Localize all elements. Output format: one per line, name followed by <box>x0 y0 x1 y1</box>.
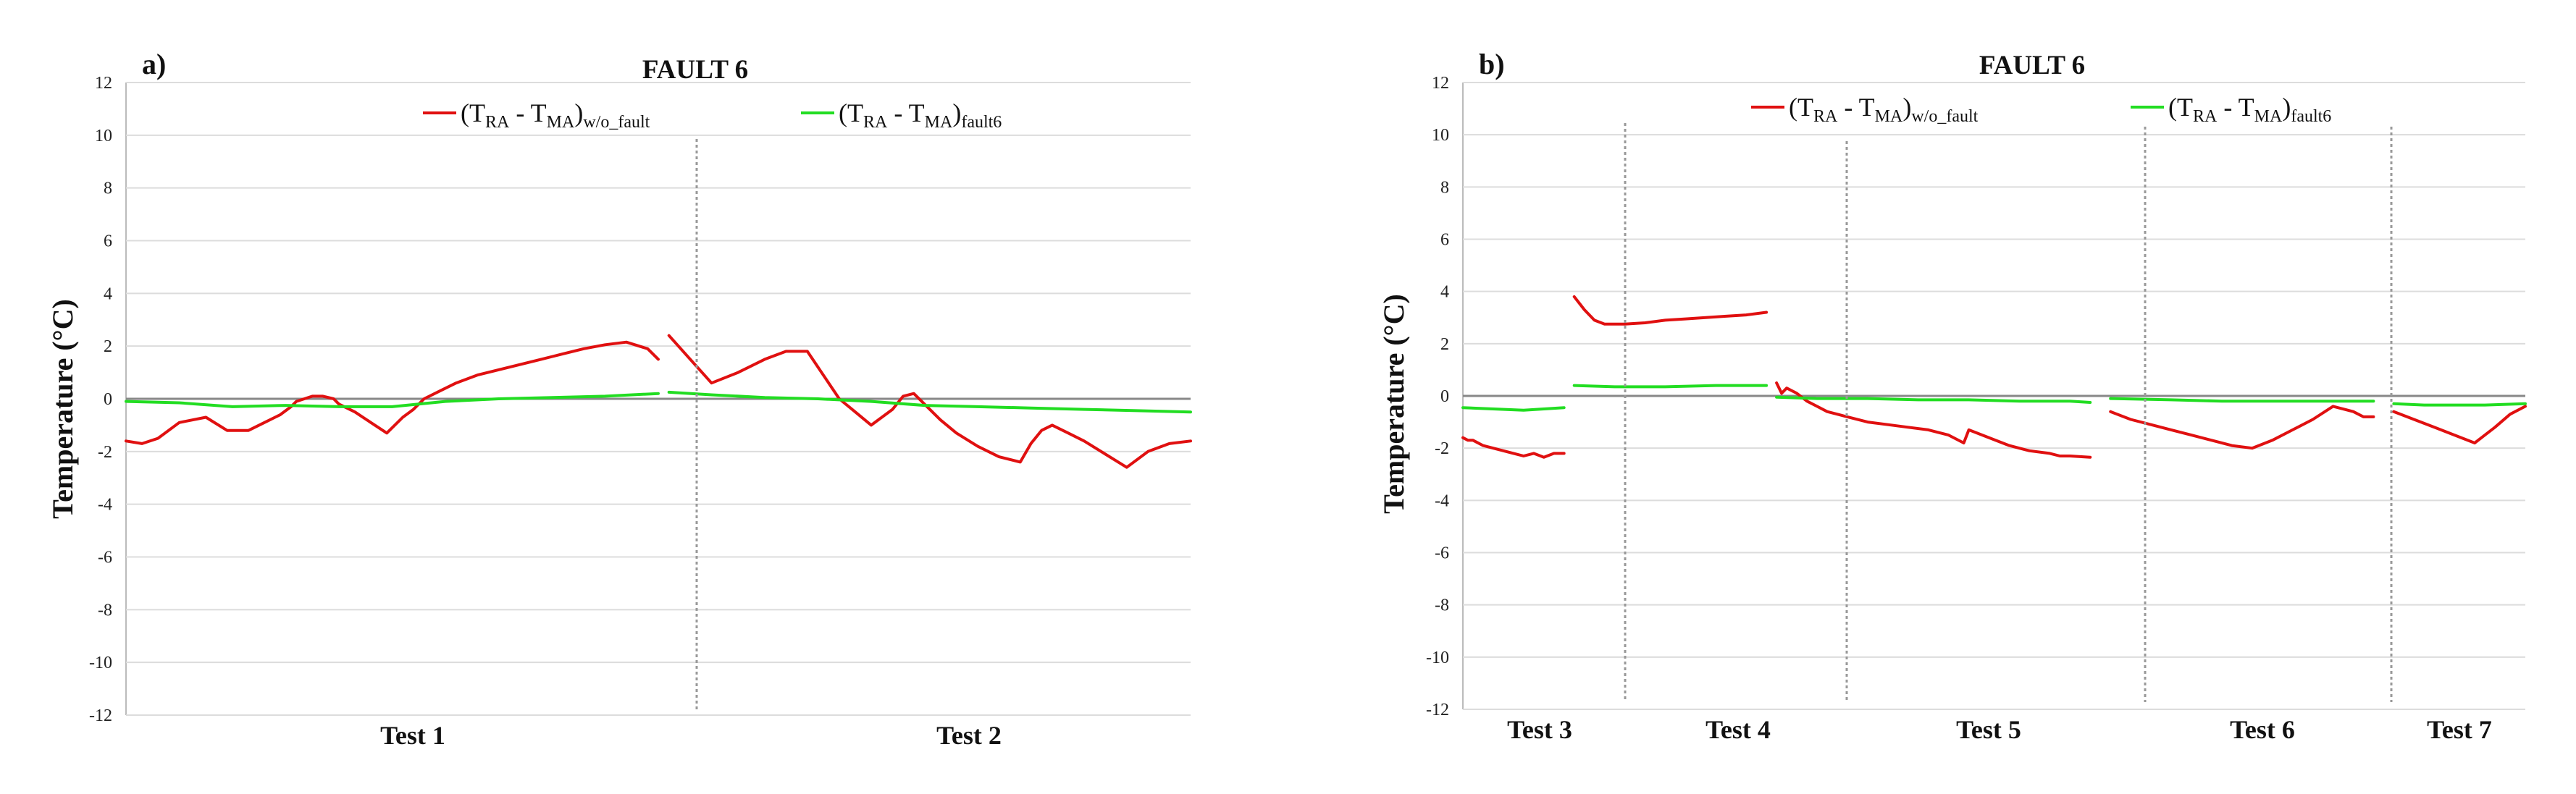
y-tick-label: -10 <box>89 654 112 672</box>
panel-b-category-test-7: Test 7 <box>2427 715 2492 744</box>
panel-b-label: b) <box>1479 48 1505 80</box>
panel-b-y-axis-label: Temperature (°C) <box>1377 294 1410 514</box>
panel-a-y-axis-label: Temperature (°C) <box>46 299 79 519</box>
panel-b-legend: (TRA - TMA)w/o_fault (TRA - TMA)fault6 <box>1751 93 2331 126</box>
y-tick-label: 12 <box>95 74 112 93</box>
panel-b-y-ticks: 12 10 8 6 4 2 0 -2 -4 -6 -8 -10 -12 <box>1426 74 1449 719</box>
panel-a-legend: (TRA - TMA)w/o_fault (TRA - TMA)fault6 <box>423 98 1002 132</box>
series-fault6-line <box>1572 384 1769 389</box>
panel-b-plot-area <box>1461 295 2527 459</box>
panel-a-category-test-1: Test 1 <box>380 721 445 750</box>
series-fault6-line <box>2392 402 2527 407</box>
y-tick-label: 0 <box>104 390 112 409</box>
y-tick-label: -4 <box>98 496 112 515</box>
series-fault6-line <box>2109 397 2375 403</box>
panel-a-legend-green-label: (TRA - TMA)fault6 <box>839 98 1002 132</box>
panel-b-category-test-6: Test 6 <box>2230 715 2295 744</box>
series-fault6-line <box>1461 406 1566 412</box>
y-tick-label: 10 <box>95 127 112 145</box>
panel-b-title: FAULT 6 <box>1979 51 2085 80</box>
series-wo-fault-line <box>667 334 1192 469</box>
y-tick-label: 4 <box>1440 283 1449 302</box>
panel-b-gridlines <box>1462 82 2525 710</box>
panel-a-category-test-2: Test 2 <box>936 721 1002 750</box>
series-fault6-line <box>667 390 1192 414</box>
series-wo-fault-line <box>1775 381 2092 459</box>
y-tick-label: -2 <box>1435 439 1449 458</box>
panel-b: b) FAULT 6 (TRA - TMA)w/o_fault (TRA - T… <box>1377 48 2527 744</box>
y-tick-label: -2 <box>98 443 112 462</box>
panel-a: a) FAULT 6 (TRA - TMA)w/o_fault (TRA - T… <box>46 48 1192 750</box>
series-wo-fault-line <box>2392 405 2527 444</box>
y-tick-label: 8 <box>1440 178 1449 197</box>
panel-b-legend-green-label: (TRA - TMA)fault6 <box>2168 93 2331 126</box>
series-wo-fault-line <box>125 340 660 445</box>
panel-a-gridlines <box>125 82 1191 716</box>
y-tick-label: -12 <box>1426 701 1449 719</box>
y-tick-label: -12 <box>89 706 112 725</box>
panel-b-category-test-3: Test 3 <box>1507 715 1572 744</box>
y-tick-label: 12 <box>1432 74 1449 93</box>
y-tick-label: -10 <box>1426 649 1449 667</box>
y-tick-label: 2 <box>104 337 112 356</box>
panel-b-legend-red-label: (TRA - TMA)w/o_fault <box>1789 93 1979 126</box>
y-tick-label: -6 <box>1435 544 1449 563</box>
panel-a-y-ticks: 12 10 8 6 4 2 0 -2 -4 -6 -8 -10 -12 <box>89 74 112 725</box>
y-tick-label: 6 <box>1440 231 1449 250</box>
series-wo-fault-line <box>1461 436 1566 459</box>
y-tick-label: -8 <box>1435 596 1449 615</box>
panel-b-category-test-4: Test 4 <box>1706 715 1771 744</box>
y-tick-label: -4 <box>1435 491 1449 510</box>
y-tick-label: -6 <box>98 549 112 567</box>
panel-a-title: FAULT 6 <box>642 55 748 85</box>
y-tick-label: 10 <box>1432 126 1449 145</box>
series-wo-fault-line <box>2109 405 2375 450</box>
y-tick-label: 6 <box>104 232 112 251</box>
panel-a-plot-area <box>125 334 1192 469</box>
series-fault6-line <box>125 392 660 408</box>
series-wo-fault-line <box>1572 295 1769 326</box>
y-tick-label: 8 <box>104 180 112 198</box>
y-tick-label: 4 <box>104 284 112 303</box>
panel-b-category-test-5: Test 5 <box>1956 715 2021 744</box>
y-tick-label: -8 <box>98 601 112 620</box>
series-fault6-line <box>1775 395 2092 404</box>
y-tick-label: 0 <box>1440 387 1449 406</box>
y-tick-label: 2 <box>1440 335 1449 354</box>
panel-a-legend-red-label: (TRA - TMA)w/o_fault <box>461 98 650 132</box>
panel-a-label: a) <box>142 48 166 80</box>
